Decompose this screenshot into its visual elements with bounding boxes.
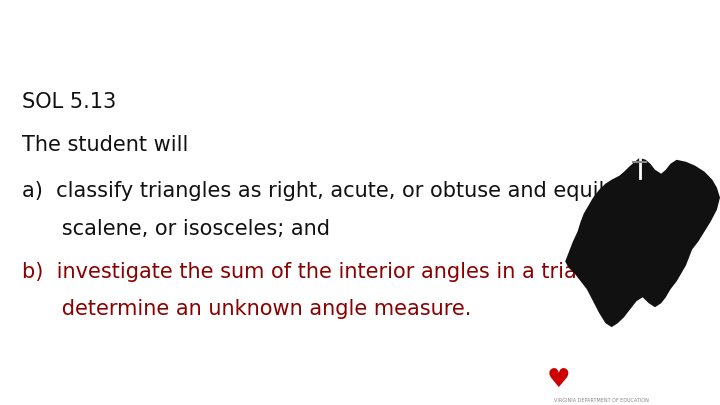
Text: a)  classify triangles as right, acute, or obtuse and equilateral,: a) classify triangles as right, acute, o… [22,181,672,201]
Text: VIRGINIA DEPARTMENT OF EDUCATION: VIRGINIA DEPARTMENT OF EDUCATION [554,398,649,403]
Text: SOL 5.13: SOL 5.13 [22,92,116,113]
Polygon shape [565,158,720,327]
Text: LEARNERS: LEARNERS [590,388,641,397]
Text: b)  investigate the sum of the interior angles in a triangle and: b) investigate the sum of the interior a… [22,262,667,282]
Text: scalene, or isosceles; and: scalene, or isosceles; and [22,219,330,239]
Text: determine an unknown angle measure.: determine an unknown angle measure. [22,299,471,319]
Bar [529,359,531,401]
Text: VIRGINIA: VIRGINIA [594,363,637,372]
Text: 26: 26 [405,374,423,388]
Text: ♥: ♥ [546,367,570,393]
Text: Angles of Triangles: Angles of Triangles [13,23,327,51]
Text: Department of Student Assessment, Accountability & ESEA Programs: Department of Student Assessment, Accoun… [11,366,373,376]
Text: The student will: The student will [22,136,188,156]
Text: Department of Learning and Innovation: Department of Learning and Innovation [11,386,217,396]
Text: IS FOR: IS FOR [600,375,631,384]
